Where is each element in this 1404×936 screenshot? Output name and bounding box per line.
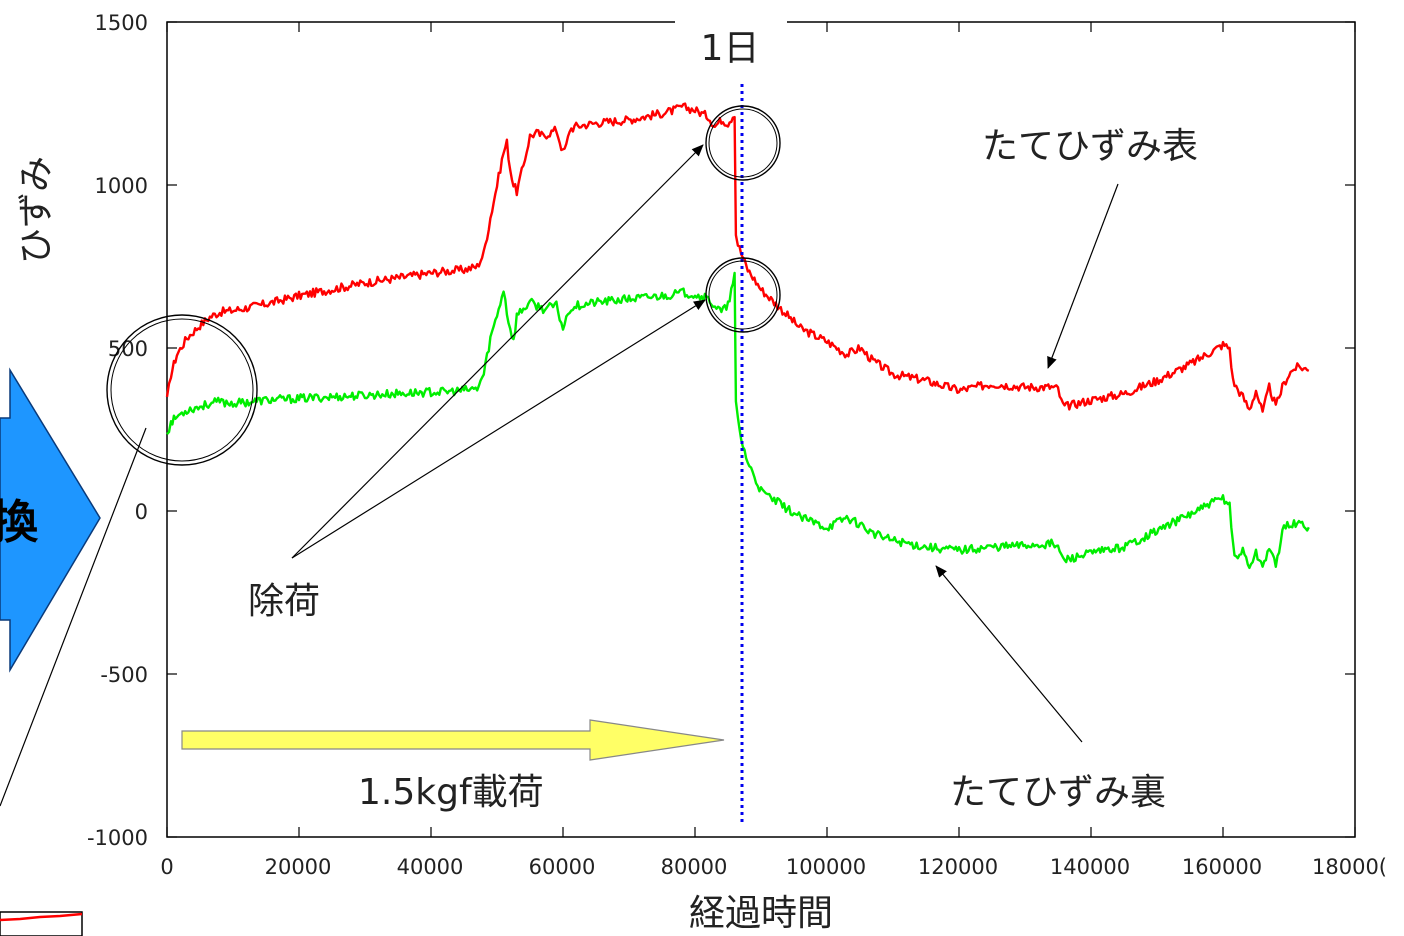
x-tick-label: 160000	[1182, 855, 1262, 879]
y-tick-label: -500	[100, 663, 148, 687]
x-tick-label: 40000	[397, 855, 464, 879]
thumbnail-fragment	[0, 911, 83, 936]
x-tick-label: 20000	[265, 855, 332, 879]
y-tick-label: 0	[135, 500, 148, 524]
x-tick-label: 100000	[786, 855, 866, 879]
unload-arrow-bottom	[291, 299, 706, 559]
surface-series-label: たてひずみ表	[982, 126, 1198, 167]
highlight-circle-unload-bottom	[705, 257, 781, 333]
x-tick-label: 18000(	[1312, 855, 1387, 879]
back-series-label: たてひずみ裏	[950, 772, 1166, 813]
y-axis-title: ひずみ	[16, 156, 57, 264]
day-label-box	[675, 4, 787, 66]
highlight-circle-start-inner	[110, 318, 254, 462]
y-tick-labels: 1500 1000 500 0 -500 -1000	[87, 11, 148, 850]
side-arrow-shape	[0, 367, 101, 673]
back-label-arrow	[935, 565, 1083, 743]
surface-label-arrow	[1047, 183, 1119, 369]
highlight-circle-start	[106, 314, 258, 466]
x-tick-label: 60000	[529, 855, 596, 879]
load-label: 1.5kgf載荷	[358, 772, 544, 813]
x-tick-label: 80000	[661, 855, 728, 879]
highlight-circle-unload-top	[705, 105, 781, 181]
y-tick-label: 1000	[95, 174, 148, 198]
x-axis-title: 経過時間	[689, 893, 833, 934]
x-tick-label: 140000	[1050, 855, 1130, 879]
highlight-circles	[106, 105, 781, 466]
unload-arrow-top	[291, 144, 704, 559]
unload-label: 除荷	[248, 581, 320, 622]
highlight-circle-unload-bottom-inner	[708, 260, 778, 330]
side-arrow-text: 換	[0, 495, 39, 549]
y-tick-label: 1500	[95, 11, 148, 35]
series-line-back	[166, 271, 1310, 570]
y-tick-label: -1000	[87, 826, 148, 850]
x-tick-label: 120000	[918, 855, 998, 879]
series-line-surface	[165, 102, 1310, 413]
day-marker-label: 1日	[701, 28, 760, 69]
start-circle-leader	[0, 427, 147, 807]
x-tick-labels: 0 20000 40000 60000 80000 100000 120000 …	[160, 855, 1387, 879]
axis-ticks	[166, 21, 1356, 838]
x-tick-label: 0	[160, 855, 173, 879]
load-arrow	[181, 719, 725, 761]
highlight-circle-unload-top-inner	[708, 108, 778, 178]
annotation-arrows	[0, 144, 1119, 807]
